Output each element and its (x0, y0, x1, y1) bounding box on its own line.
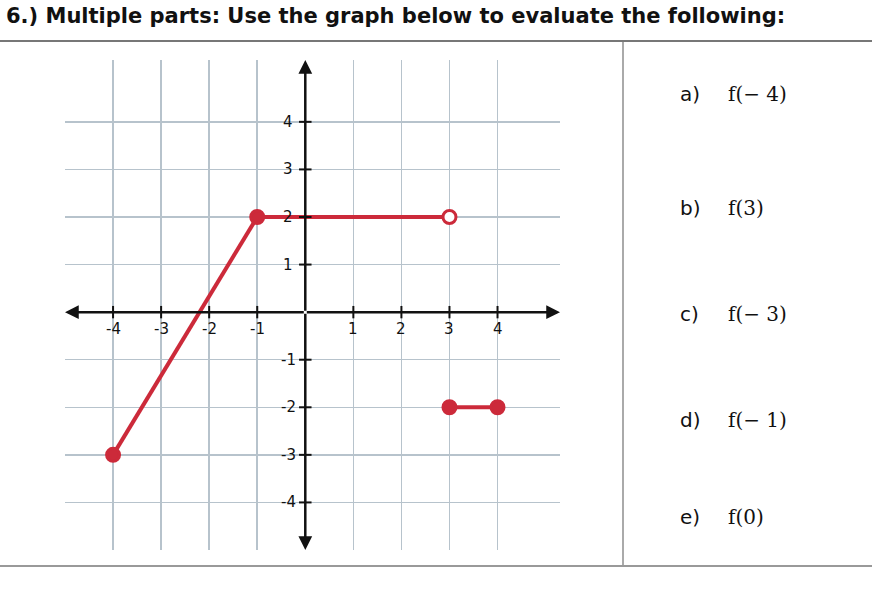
svg-text:-1: -1 (281, 351, 296, 369)
svg-text:4: 4 (283, 113, 293, 131)
svg-text:-2: -2 (202, 320, 217, 338)
html-text:b): b) (680, 196, 701, 220)
html-text:a): a) (680, 82, 701, 106)
svg-text:2: 2 (396, 320, 406, 338)
svg-text:1: 1 (283, 256, 293, 274)
svg-text:-4: -4 (106, 320, 121, 338)
svg-text:-4: -4 (281, 493, 296, 511)
svg-text:4: 4 (493, 320, 503, 338)
svg-text:-1: -1 (250, 320, 265, 338)
svg-text:-3: -3 (281, 446, 296, 464)
html-text:e): e) (680, 505, 701, 529)
html-text:f(0): f(0) (728, 505, 764, 529)
html-text:f(− 4): f(− 4) (728, 82, 787, 106)
html-text:f(− 3): f(− 3) (728, 302, 787, 326)
svg-text:3: 3 (444, 320, 454, 338)
html-text:6.) Multiple parts: Use the gr: 6.) Multiple parts: Use the graph below … (6, 4, 786, 28)
html-text:f(− 1): f(− 1) (728, 408, 787, 432)
svg-text:2: 2 (283, 208, 293, 226)
svg-text:3: 3 (283, 160, 293, 178)
html-text:d): d) (680, 408, 701, 432)
html-text:c): c) (680, 302, 699, 326)
svg-text:1: 1 (348, 320, 358, 338)
svg-text:-2: -2 (281, 398, 296, 416)
html-text:f(3): f(3) (728, 196, 764, 220)
svg-text:-3: -3 (154, 320, 169, 338)
